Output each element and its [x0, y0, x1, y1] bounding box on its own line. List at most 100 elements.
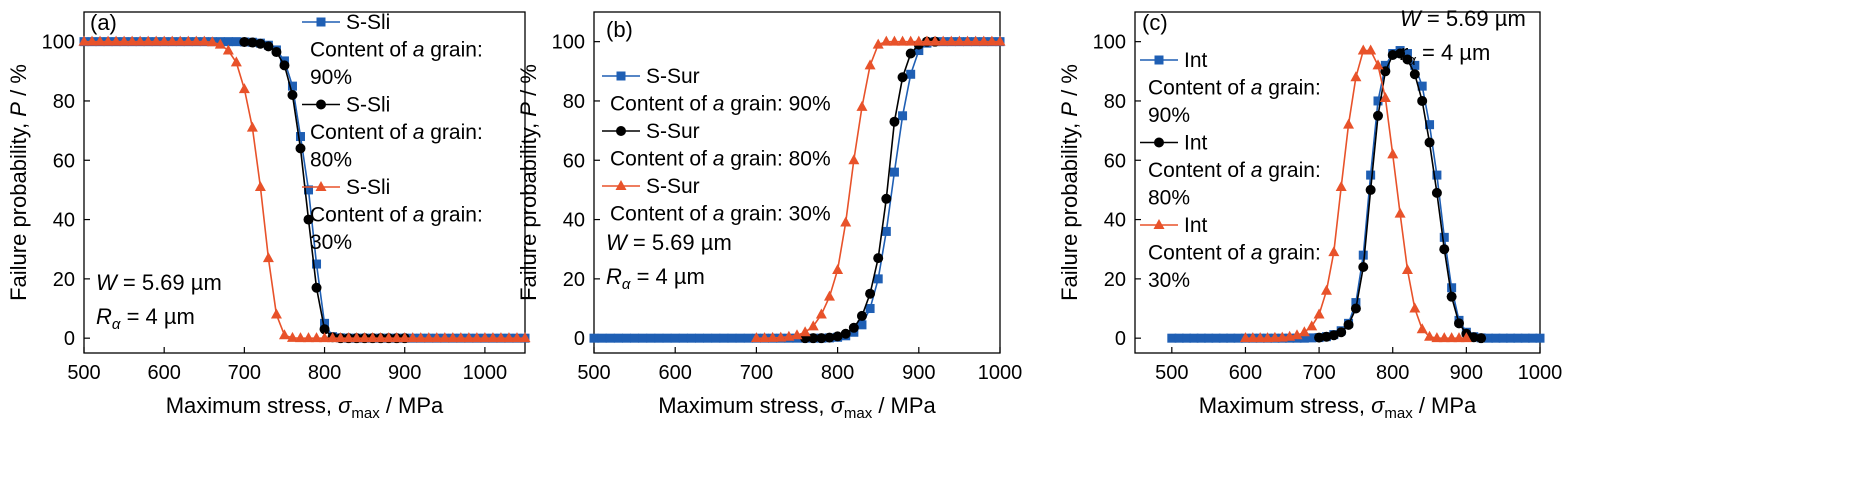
data-point: [1350, 303, 1361, 314]
data-point: [190, 35, 202, 46]
data-point: [238, 83, 250, 94]
series-line: [756, 40, 1000, 340]
data-point: [686, 333, 696, 343]
legend-text: 80%: [1148, 187, 1190, 210]
y-tick-label: 100: [42, 32, 75, 54]
y-axis-label-text: Failure probability,: [6, 117, 31, 301]
x-tick-label: 1000: [463, 362, 508, 384]
y-axis-label: Failure probability, P / %: [1057, 64, 1082, 301]
data-point: [1395, 48, 1406, 59]
data-point: [1379, 91, 1391, 102]
data-point: [270, 308, 282, 319]
panel-3: 500 600 700 800 900 1000 0 20 40 60 80 100 Maximum s…: [1057, 6, 1562, 422]
data-point: [295, 143, 306, 154]
legend-marker: [616, 71, 626, 81]
data-point: [311, 332, 323, 343]
series-triangle: [78, 35, 531, 343]
data-point: [1239, 332, 1251, 343]
data-point: [471, 332, 483, 343]
data-point: [1335, 180, 1347, 191]
data-point: [929, 35, 941, 46]
data-point: [407, 332, 419, 343]
legend-text: Int: [1184, 132, 1208, 155]
data-point: [1226, 333, 1236, 343]
data-point: [873, 253, 884, 264]
y-tick-label: 100: [1093, 32, 1126, 54]
data-point: [703, 333, 713, 343]
data-point: [1328, 246, 1340, 257]
legend-entry: Int: [1184, 49, 1208, 72]
data-point: [865, 304, 875, 314]
x-axis-label-symbol: σ: [338, 393, 352, 418]
data-point: [399, 332, 411, 343]
data-point: [431, 332, 443, 343]
legend-detail: 30%: [1148, 269, 1190, 292]
data-point: [222, 44, 234, 55]
data-point: [86, 35, 98, 46]
data-point: [1528, 333, 1538, 343]
data-point: [1446, 291, 1457, 302]
x-tick-label: 900: [388, 362, 421, 384]
annotation-subscript: α: [112, 316, 121, 333]
legend-italic: a: [413, 204, 425, 227]
data-point: [695, 333, 705, 343]
panel-label: (b): [606, 17, 633, 42]
data-point: [897, 72, 908, 83]
data-point: [1380, 60, 1390, 70]
data-point: [1453, 332, 1465, 343]
data-point: [970, 35, 982, 46]
data-point: [1506, 333, 1516, 343]
legend-detail: Content of a grain: 90%: [610, 93, 831, 116]
data-point: [864, 59, 876, 70]
data-point: [1167, 333, 1177, 343]
data-point: [815, 308, 827, 319]
plot-frame: [1134, 11, 1541, 354]
y-tick-label: 60: [563, 150, 585, 172]
x-tick-label: 900: [1450, 362, 1483, 384]
data-point: [881, 193, 892, 204]
panel-2: 500 600 700 800 900 1000 0 20 40 60 80 100 Maximum s…: [516, 11, 1022, 422]
legend-text-after: grain:: [1262, 242, 1320, 265]
data-point: [262, 252, 274, 263]
data-point: [1218, 333, 1228, 343]
data-point: [166, 35, 178, 46]
data-point: [455, 332, 467, 343]
legend-text: Content of: [610, 148, 713, 171]
data-point: [621, 333, 631, 343]
data-point: [848, 154, 860, 165]
legend-italic: a: [1251, 159, 1263, 182]
data-point: [1402, 54, 1413, 65]
legend-marker: [616, 126, 626, 136]
panel-label: (c): [1142, 10, 1168, 35]
x-axis-label-symbol: σ: [1371, 393, 1385, 418]
data-point: [1416, 323, 1428, 334]
data-point: [303, 332, 315, 343]
data-point: [1291, 329, 1303, 340]
data-point: [223, 37, 233, 47]
data-point: [303, 214, 314, 225]
data-point: [881, 226, 891, 236]
x-tick-label: 800: [308, 362, 341, 384]
data-point: [897, 35, 909, 46]
data-point: [1432, 170, 1442, 180]
data-point: [670, 333, 680, 343]
legend-marker: [316, 17, 326, 27]
y-tick-label: 40: [53, 210, 75, 232]
data-point: [1357, 44, 1369, 55]
legend-detail: 80%: [1148, 187, 1190, 210]
data-point: [783, 330, 795, 341]
legend-detail: Content of a grain:: [1148, 159, 1321, 182]
annotation-symbol: R: [606, 264, 622, 289]
legend-text: S-Sli: [346, 94, 390, 117]
annotation-subscript: α: [1407, 52, 1416, 69]
x-tick-label: 600: [659, 362, 692, 384]
data-point: [158, 35, 170, 46]
data-point: [335, 332, 347, 343]
data-point: [142, 35, 154, 46]
legend-text: 30%: [310, 231, 352, 254]
data-point: [1298, 326, 1310, 337]
data-point: [889, 167, 899, 177]
data-point: [1513, 333, 1523, 343]
data-point: [872, 38, 884, 49]
data-point: [775, 331, 787, 342]
